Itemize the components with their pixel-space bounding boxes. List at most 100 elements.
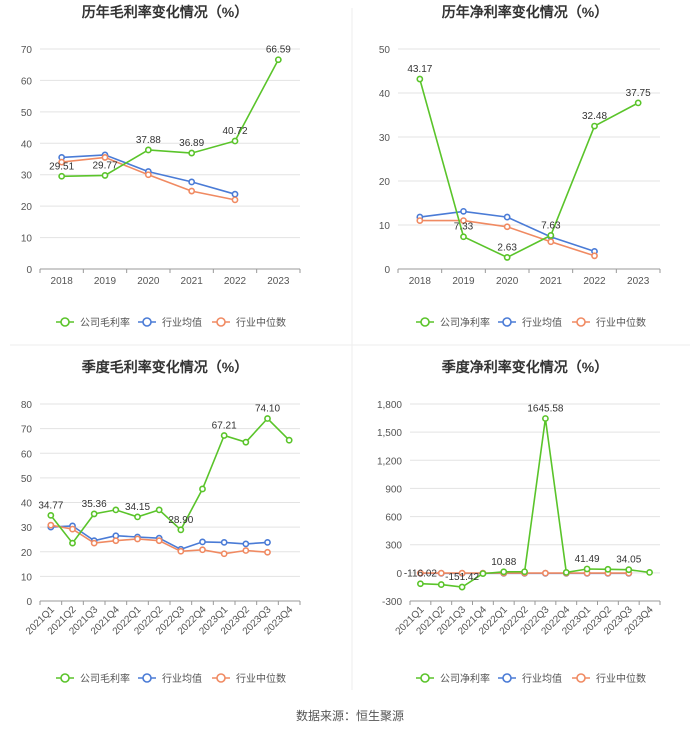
- y-tick-label: 50: [379, 45, 391, 56]
- legend-item-industry-avg[interactable]: 行业均值: [498, 672, 562, 685]
- legend-item-company[interactable]: 公司净利率: [416, 672, 490, 685]
- data-point: [242, 540, 250, 548]
- series-line: [50, 417, 290, 545]
- series-line: [61, 156, 236, 201]
- y-tick-label: 10: [21, 234, 33, 245]
- legend-item-company[interactable]: 公司毛利率: [56, 672, 130, 685]
- x-tick-label: 2021: [181, 276, 204, 287]
- y-tick-label: 20: [21, 202, 33, 213]
- legend-item-industry-avg[interactable]: 行业均值: [498, 316, 562, 329]
- data-point: [101, 154, 109, 161]
- legend-item-company[interactable]: 公司净利率: [416, 316, 490, 329]
- data-label: 29.51: [49, 161, 74, 172]
- y-tick-label: 70: [21, 45, 33, 56]
- legend-marker: [142, 673, 152, 683]
- x-tick-label: 2018: [409, 276, 432, 287]
- data-point: [90, 510, 98, 518]
- y-tick-label: 600: [385, 513, 402, 524]
- legend-item-industry-median[interactable]: 行业中位数: [212, 316, 286, 329]
- data-point: [188, 178, 196, 186]
- series-line: [61, 59, 280, 178]
- legend-label: 行业均值: [522, 672, 562, 685]
- legend-marker: [142, 317, 152, 327]
- data-point: [220, 538, 228, 546]
- legend-marker: [216, 673, 226, 683]
- y-tick-label: 10: [21, 572, 33, 583]
- data-point: [58, 158, 66, 166]
- data-point: [144, 171, 152, 179]
- data-point: [503, 223, 511, 231]
- x-tick-label: 2022: [224, 276, 247, 287]
- series-company: 43.17 7.33 2.63 7.63 32.48 37.75: [407, 64, 651, 261]
- y-tick-label: -300: [382, 597, 402, 608]
- data-label: 7.63: [541, 220, 561, 231]
- data-point: [220, 432, 228, 439]
- legend-label: 行业中位数: [596, 672, 646, 685]
- series-line: [420, 418, 650, 588]
- y-tick-label: 40: [21, 139, 33, 150]
- legend-label: 行业中位数: [236, 316, 286, 329]
- y-tick-label: 40: [379, 89, 391, 100]
- data-point: [155, 506, 163, 514]
- data-point: [416, 217, 424, 224]
- data-label: 66.59: [266, 45, 291, 56]
- legend-item-industry-median[interactable]: 行业中位数: [572, 316, 646, 329]
- data-point: [90, 539, 98, 547]
- legend-marker: [420, 317, 430, 327]
- data-label: 67.21: [212, 420, 237, 431]
- legend-label: 行业中位数: [596, 316, 646, 329]
- data-point: [47, 511, 55, 519]
- y-tick-label: 70: [21, 425, 33, 436]
- legend-item-industry-median[interactable]: 行业中位数: [572, 672, 646, 685]
- data-point: [134, 513, 141, 521]
- y-tick-label: 0: [396, 569, 402, 580]
- data-point: [542, 415, 549, 422]
- data-label: 28.90: [168, 515, 193, 526]
- chart-title: 历年净利率变化情况（%）: [442, 4, 608, 20]
- y-tick-label: 0: [26, 597, 32, 608]
- legend-item-industry-median[interactable]: 行业中位数: [212, 672, 286, 685]
- data-label: -151.42: [445, 572, 479, 583]
- data-point: [625, 566, 633, 574]
- data-point: [274, 56, 282, 64]
- series-industry-median: [416, 217, 598, 260]
- x-tick-label: 2020: [496, 276, 519, 287]
- legend-item-industry-avg[interactable]: 行业均值: [138, 672, 202, 685]
- data-point: [460, 233, 467, 241]
- data-point: [188, 149, 196, 157]
- data-point: [58, 172, 66, 180]
- data-point: [220, 550, 228, 558]
- chart-title: 历年毛利率变化情况（%）: [82, 4, 248, 20]
- data-point: [458, 569, 466, 577]
- x-tick-label: 2019: [94, 276, 117, 287]
- y-tick-label: 50: [21, 108, 33, 119]
- y-tick-label: 900: [385, 484, 402, 495]
- data-point: [231, 137, 239, 145]
- legend-label: 公司毛利率: [80, 316, 130, 329]
- y-tick-label: 30: [379, 133, 391, 144]
- data-point: [101, 172, 109, 179]
- y-tick-label: 20: [379, 177, 391, 188]
- data-point: [177, 547, 185, 555]
- legend-label: 公司毛利率: [80, 672, 130, 685]
- series-line: [419, 78, 639, 259]
- data-point: [112, 506, 120, 514]
- data-label: 37.88: [136, 135, 161, 146]
- data-point: [264, 538, 271, 546]
- legend-marker: [420, 673, 430, 683]
- legend-item-industry-avg[interactable]: 行业均值: [138, 316, 202, 329]
- data-point: [231, 190, 239, 198]
- data-point: [542, 569, 549, 577]
- data-point: [521, 568, 528, 576]
- legend-item-company[interactable]: 公司毛利率: [56, 316, 130, 329]
- chart-panel-2: 历年净利率变化情况（%） 0 10 20 30 40 50 2018 2019 2020 2021 2…: [379, 4, 661, 329]
- y-tick-label: 1,200: [377, 456, 402, 467]
- data-point: [460, 207, 467, 215]
- legend-label: 公司净利率: [440, 672, 490, 685]
- data-label: 40.72: [222, 126, 247, 137]
- data-point: [547, 232, 555, 239]
- x-tick-label: 2023: [267, 276, 290, 287]
- chart-panel-4: 季度净利率变化情况（%） -300 0 300 600 900 1,200 1,500 1,80…: [377, 359, 661, 685]
- data-label: 34.77: [38, 500, 63, 511]
